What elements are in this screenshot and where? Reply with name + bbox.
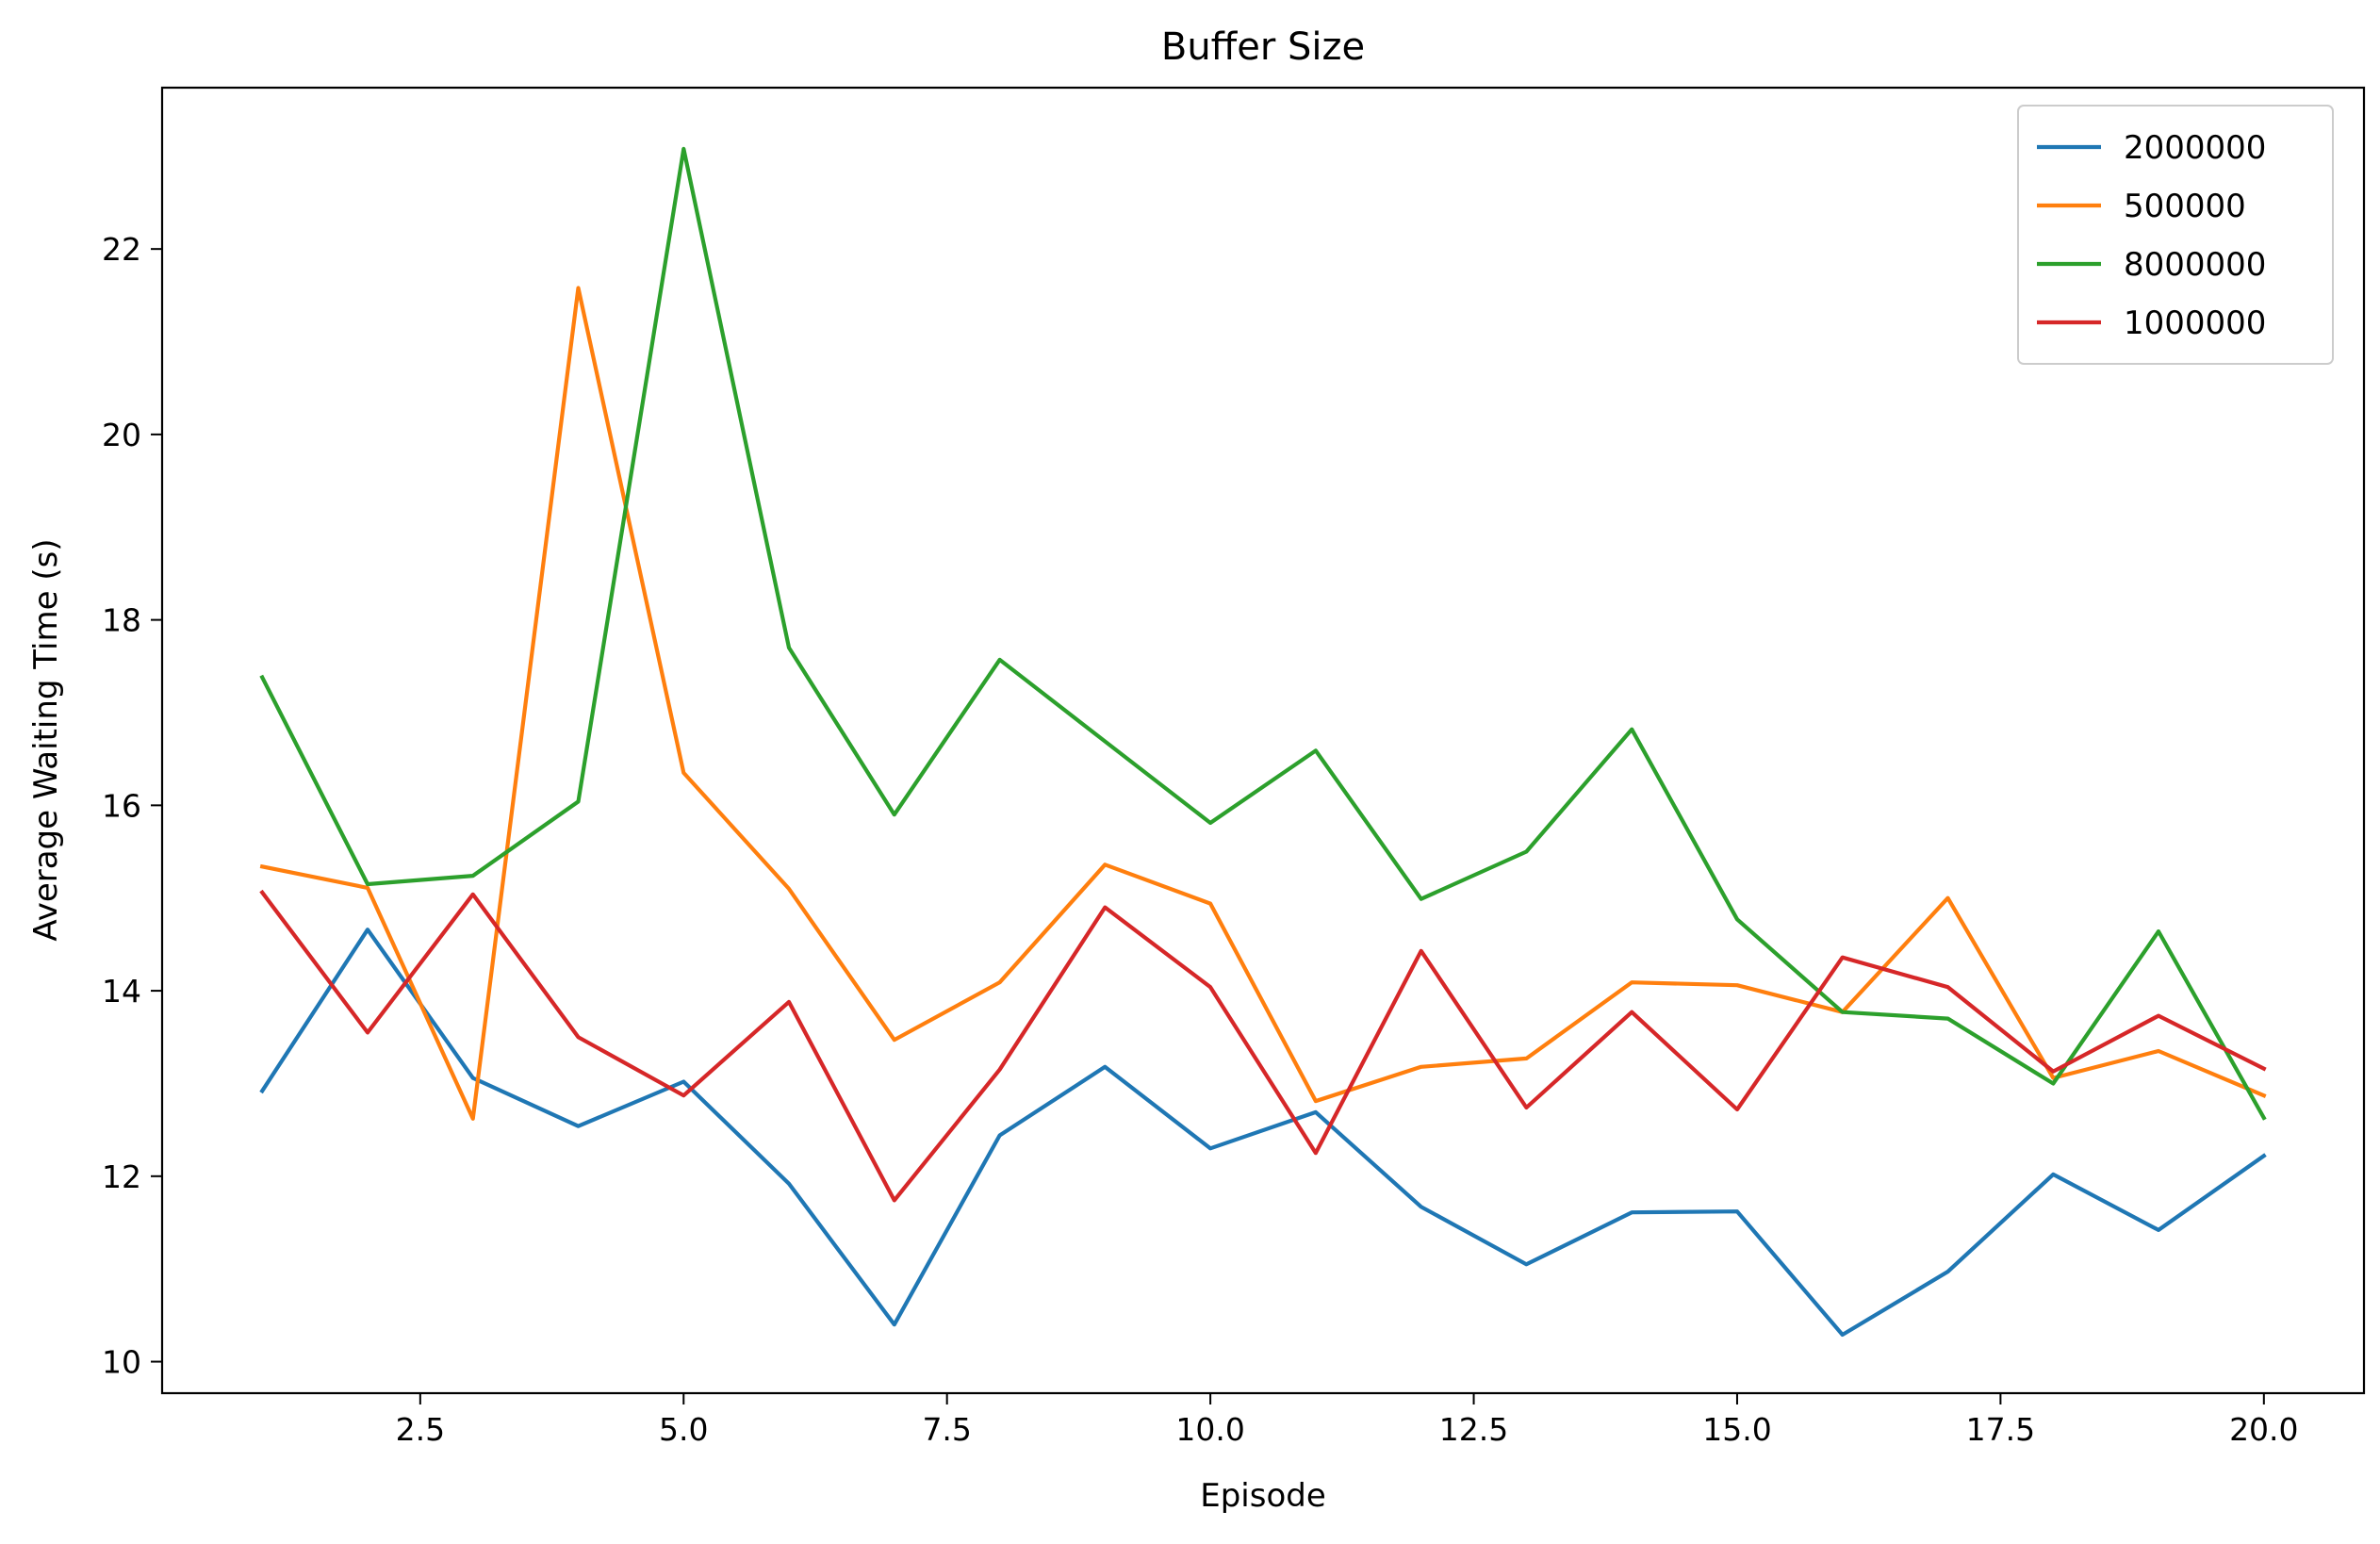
x-axis-label: Episode	[1200, 1477, 1326, 1515]
y-axis-label: Average Waiting Time (s)	[27, 538, 65, 941]
y-axis: 10 12 14 16 18 20 22	[102, 231, 162, 1381]
x-axis: 2.5 5.0 7.5 10.0 12.5 15.0 17.5 20.0	[396, 1393, 2299, 1448]
y-tick-label: 16	[102, 787, 141, 824]
series-line-8000000	[259, 146, 2267, 1121]
y-tick-label: 18	[102, 602, 141, 639]
x-tick-label: 5.0	[659, 1411, 708, 1448]
plot-area-frame	[160, 86, 2366, 1395]
chart-title: Buffer Size	[1161, 25, 1365, 69]
y-tick-label: 10	[102, 1344, 141, 1381]
x-tick-label: 7.5	[922, 1411, 971, 1448]
y-tick-label: 20	[102, 417, 141, 453]
y-tick-label: 22	[102, 231, 141, 268]
series-line-500000	[259, 286, 2267, 1121]
legend-label-8000000: 8000000	[2124, 246, 2266, 284]
x-tick-label: 20.0	[2229, 1411, 2298, 1448]
x-tick-label: 17.5	[1966, 1411, 2035, 1448]
series-line-2000000	[259, 928, 2267, 1338]
legend: 2000000 500000 8000000 1000000	[2017, 105, 2334, 365]
x-tick-label: 2.5	[396, 1411, 445, 1448]
x-tick-label: 12.5	[1439, 1411, 1508, 1448]
y-tick-label: 12	[102, 1158, 141, 1195]
legend-label-500000: 500000	[2124, 188, 2246, 225]
x-tick-label: 10.0	[1175, 1411, 1244, 1448]
series-line-1000000	[259, 889, 2267, 1203]
y-tick-label: 14	[102, 973, 141, 1010]
series-layer	[259, 146, 2267, 1338]
legend-box	[2017, 105, 2334, 365]
x-tick-label: 15.0	[1702, 1411, 1771, 1448]
legend-label-1000000: 1000000	[2124, 304, 2266, 342]
legend-label-2000000: 2000000	[2124, 129, 2266, 167]
